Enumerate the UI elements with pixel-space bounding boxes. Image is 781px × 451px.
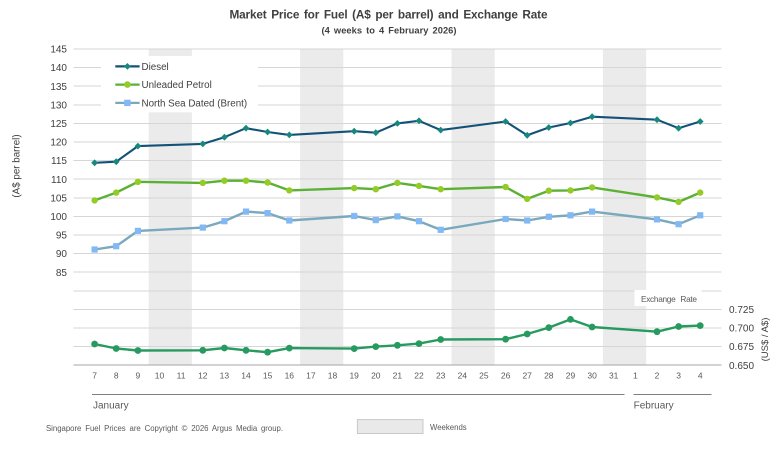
svg-text:30: 30 (587, 371, 597, 381)
svg-text:27: 27 (522, 371, 532, 381)
svg-text:9: 9 (136, 371, 141, 381)
svg-text:21: 21 (393, 371, 403, 381)
svg-text:17: 17 (306, 371, 316, 381)
svg-text:Exchange Rate: Exchange Rate (641, 294, 697, 304)
svg-text:1: 1 (633, 371, 638, 381)
svg-text:3: 3 (676, 371, 681, 381)
svg-text:19: 19 (349, 371, 359, 381)
svg-text:February: February (634, 401, 674, 412)
svg-text:12: 12 (198, 371, 208, 381)
svg-text:(4 weeks to 4 February 2026): (4 weeks to 4 February 2026) (322, 26, 457, 36)
svg-text:18: 18 (328, 371, 338, 381)
svg-text:120: 120 (50, 138, 67, 149)
svg-text:0.675: 0.675 (729, 342, 754, 353)
svg-text:28: 28 (544, 371, 554, 381)
svg-text:10: 10 (155, 371, 165, 381)
svg-text:29: 29 (566, 371, 576, 381)
svg-text:(A$ per barrel): (A$ per barrel) (12, 134, 23, 197)
svg-text:Singapore Fuel Prices are Copy: Singapore Fuel Prices are Copyright © 20… (46, 424, 283, 433)
svg-text:North Sea Dated (Brent): North Sea Dated (Brent) (142, 99, 248, 110)
svg-text:95: 95 (56, 231, 68, 242)
svg-text:115: 115 (51, 156, 67, 167)
svg-text:20: 20 (371, 371, 381, 381)
svg-text:16: 16 (285, 371, 295, 381)
svg-text:100: 100 (50, 212, 67, 223)
svg-text:2: 2 (655, 371, 660, 381)
svg-text:0.650: 0.650 (729, 361, 754, 372)
svg-text:135: 135 (50, 82, 67, 93)
svg-text:90: 90 (56, 249, 68, 260)
svg-text:14: 14 (241, 371, 251, 381)
svg-text:11: 11 (177, 371, 186, 381)
svg-text:4: 4 (698, 371, 703, 381)
svg-text:26: 26 (501, 371, 511, 381)
svg-text:22: 22 (414, 371, 424, 381)
svg-text:Diesel: Diesel (142, 62, 169, 73)
svg-text:125: 125 (50, 119, 67, 130)
svg-text:23: 23 (436, 371, 446, 381)
svg-text:24: 24 (458, 371, 468, 381)
svg-text:Weekends: Weekends (430, 423, 467, 432)
svg-text:31: 31 (609, 371, 619, 381)
svg-text:15: 15 (263, 371, 273, 381)
svg-text:130: 130 (50, 100, 67, 111)
svg-text:145: 145 (50, 45, 67, 56)
svg-text:110: 110 (51, 175, 67, 186)
svg-text:0.725: 0.725 (729, 305, 754, 316)
svg-text:13: 13 (220, 371, 230, 381)
svg-text:7: 7 (92, 371, 97, 381)
svg-text:(US$ / A$): (US$ / A$) (760, 318, 771, 362)
svg-text:25: 25 (479, 371, 489, 381)
svg-text:0.700: 0.700 (729, 324, 754, 335)
svg-text:85: 85 (56, 268, 68, 279)
svg-text:105: 105 (50, 193, 67, 204)
svg-text:8: 8 (114, 371, 119, 381)
svg-text:140: 140 (50, 63, 67, 74)
svg-text:Market Price for Fuel (A$ per: Market Price for Fuel (A$ per barrel) an… (230, 8, 548, 22)
svg-text:January: January (93, 401, 129, 412)
svg-text:Unleaded Petrol: Unleaded Petrol (142, 80, 212, 91)
